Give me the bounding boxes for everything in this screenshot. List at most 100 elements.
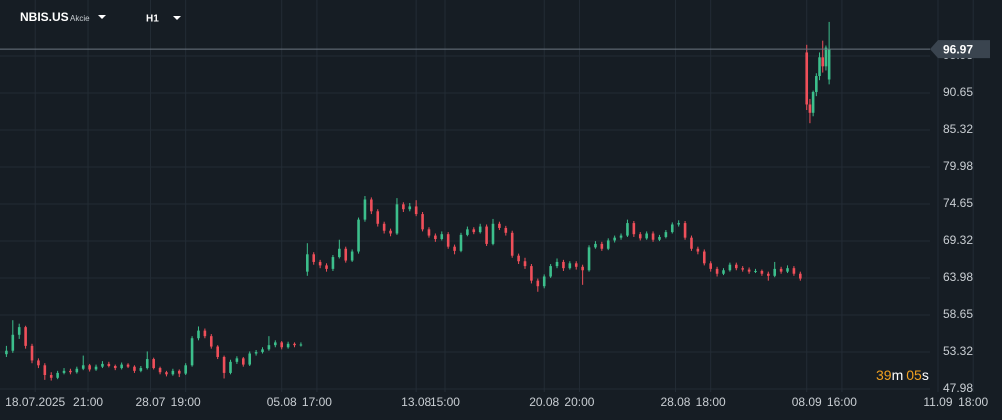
candle-body xyxy=(357,219,360,252)
candle-body xyxy=(94,366,98,370)
candle-body xyxy=(389,230,392,234)
candle-body xyxy=(414,206,418,215)
candle-body xyxy=(690,237,693,249)
candle-body xyxy=(395,204,399,234)
candle-body xyxy=(709,263,712,269)
candle-body xyxy=(613,237,616,241)
candle-body xyxy=(434,235,437,240)
candle-body xyxy=(30,345,34,361)
candle-body xyxy=(177,370,181,374)
candle-body xyxy=(222,356,226,373)
candle-body xyxy=(158,368,162,373)
candle-body xyxy=(728,264,732,271)
symbol-dropdown[interactable] xyxy=(98,15,106,19)
candle-body xyxy=(658,236,661,240)
candle-body xyxy=(254,352,258,354)
candle-body xyxy=(491,223,495,244)
current-price-label: 96.97 xyxy=(943,42,973,56)
candle-body xyxy=(267,345,271,350)
candle-body xyxy=(69,370,72,373)
candle-body xyxy=(587,247,591,271)
candle-body xyxy=(43,365,47,376)
candle-body xyxy=(382,223,386,231)
candle-body xyxy=(350,251,354,261)
candle-body xyxy=(133,366,136,371)
candle-body xyxy=(702,251,706,264)
candle-body xyxy=(427,229,431,236)
symbol[interactable]: NBIS.US xyxy=(20,10,69,24)
candle-body xyxy=(56,372,59,378)
candle-body xyxy=(767,273,770,276)
overlay: NBIS.US Akcie H1 39m 05s 47.98 53.32 58.65 6… xyxy=(0,10,990,409)
candle-body xyxy=(818,57,821,77)
x-tick-label: 15:00 xyxy=(430,395,460,409)
candle-body xyxy=(638,234,642,239)
candle-body xyxy=(542,276,546,287)
candles xyxy=(5,21,831,381)
countdown: 39m 05s xyxy=(876,367,929,383)
x-tick-label: 05.08 xyxy=(267,395,297,409)
candle-body xyxy=(741,268,744,270)
candle-body xyxy=(510,232,514,256)
y-tick-label: 69.32 xyxy=(943,233,973,247)
x-tick-label: 28.07 xyxy=(135,395,165,409)
candle-body xyxy=(670,224,674,233)
candle-body xyxy=(440,234,444,240)
candle-body xyxy=(747,269,751,272)
candle-body xyxy=(504,227,508,233)
candle-body xyxy=(760,270,764,274)
candle-body xyxy=(81,365,85,369)
candle-body xyxy=(517,255,520,262)
candle-body xyxy=(824,47,828,67)
candle-body xyxy=(293,343,296,346)
candle-body xyxy=(306,254,309,272)
candle-body xyxy=(88,365,91,370)
candle-body xyxy=(376,211,380,224)
timeframe-dropdown[interactable] xyxy=(173,16,181,20)
candle-body xyxy=(626,223,629,236)
x-tick-label: 18:00 xyxy=(958,395,988,409)
y-tick-label: 79.98 xyxy=(943,159,973,173)
candle-body xyxy=(606,240,610,249)
candle-body xyxy=(696,248,700,252)
x-tick-label: 19:00 xyxy=(171,395,201,409)
candle-body xyxy=(459,234,463,251)
candle-body xyxy=(779,268,783,272)
candle-body xyxy=(280,342,284,348)
candle-body xyxy=(17,327,21,335)
candle-body xyxy=(574,263,578,267)
candle-body xyxy=(190,338,194,366)
candle-body xyxy=(453,246,456,251)
x-tick-label: 21:00 xyxy=(73,395,103,409)
candle-body xyxy=(485,226,488,244)
candle-body xyxy=(37,360,40,366)
x-tick-label: 08.09 xyxy=(792,395,822,409)
candle-body xyxy=(331,257,335,269)
candle-body xyxy=(536,280,540,287)
timeframe[interactable]: H1 xyxy=(146,14,159,25)
candle-body xyxy=(338,248,341,258)
candle-body xyxy=(139,368,143,371)
y-tick-label: 85.32 xyxy=(943,122,973,136)
candle-body xyxy=(773,268,777,276)
candle-body xyxy=(101,363,104,367)
candle-body xyxy=(62,370,66,373)
candle-body xyxy=(827,49,831,80)
candle-body xyxy=(754,270,757,272)
candle-body xyxy=(299,344,303,346)
asset-class[interactable]: Akcie xyxy=(70,14,90,23)
candle-body xyxy=(478,226,482,233)
candle-body xyxy=(568,263,572,269)
candle-body xyxy=(402,204,405,210)
candle-body xyxy=(229,361,232,373)
candle-body xyxy=(619,235,623,238)
candle-body xyxy=(683,223,687,238)
candle-body xyxy=(312,254,316,262)
candle-body xyxy=(715,268,719,274)
candle-body xyxy=(370,199,373,212)
candle-body xyxy=(815,76,818,92)
candle-body xyxy=(408,206,412,210)
candle-body xyxy=(113,365,117,369)
y-tick-label: 58.65 xyxy=(943,307,973,321)
